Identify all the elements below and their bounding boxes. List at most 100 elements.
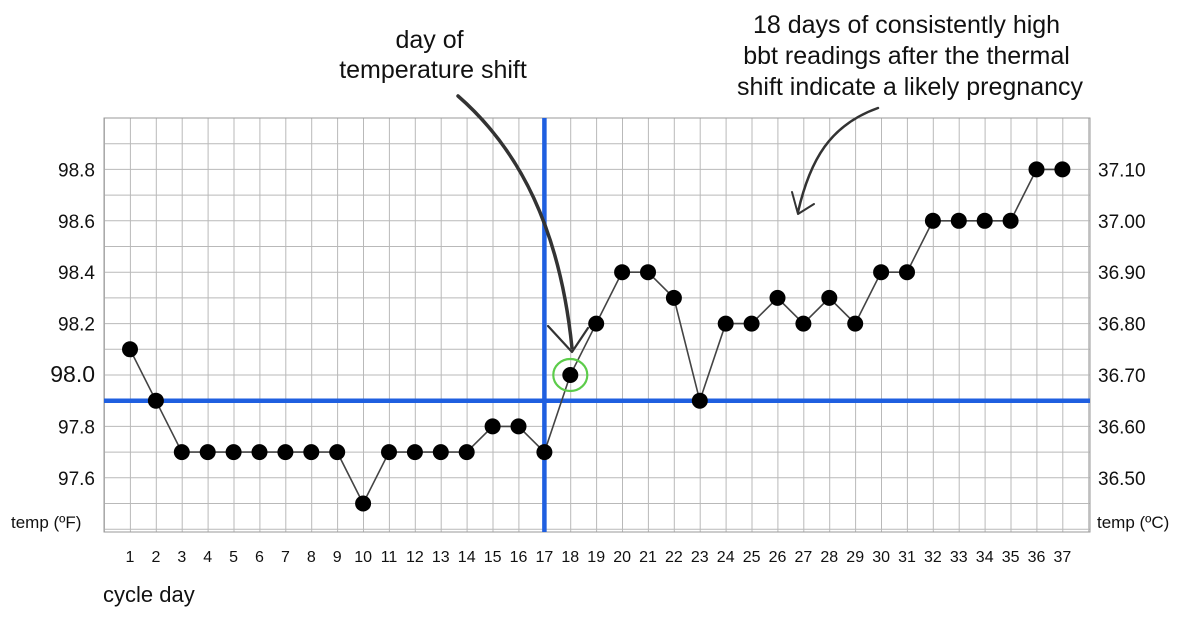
x-tick-label: 36: [1028, 549, 1046, 566]
x-tick-label: 17: [536, 549, 554, 566]
y-tick-label-left: 98.4: [58, 263, 95, 284]
data-point: [795, 315, 812, 332]
data-point: [562, 367, 579, 383]
x-tick-label: 25: [743, 549, 761, 566]
highlight-circle: [552, 357, 589, 393]
x-tick-label: 12: [406, 549, 424, 566]
data-point: [329, 444, 346, 461]
x-tick-label: 11: [381, 549, 398, 566]
data-point: [924, 212, 941, 229]
x-tick-label: 5: [229, 549, 238, 566]
data-point: [536, 444, 553, 461]
x-tick-label: 35: [1002, 549, 1020, 566]
data-point: [614, 264, 631, 281]
y-axis-label-left: temp (ºF): [11, 513, 81, 532]
data-point: [199, 444, 216, 461]
annotation-shift: day of temperature shift: [339, 26, 527, 84]
data-point: [769, 289, 786, 306]
x-tick-label: 30: [872, 549, 890, 566]
axis-labels: 1 2 3 4 5 6 7 8 9 10 11 12 13 14 15 16 17 18 19 20 21 22 23 24 2…: [50, 160, 1145, 566]
x-tick-label: 3: [177, 549, 186, 566]
annotation-arrows: [456, 94, 880, 354]
data-point: [147, 392, 164, 409]
data-point: [432, 444, 449, 461]
y-tick-label-left: 98.6: [58, 212, 95, 233]
x-tick-label: 14: [458, 549, 476, 566]
reference-lines: [104, 118, 1090, 532]
x-tick-label: 15: [484, 549, 502, 566]
x-tick-label: 19: [587, 549, 605, 566]
y-tick-label-right: 36.60: [1098, 417, 1146, 438]
data-point: [1028, 161, 1045, 178]
y-tick-label-right: 36.70: [1098, 366, 1146, 387]
x-tick-label: 7: [281, 549, 290, 566]
data-point: [847, 315, 864, 332]
data-point: [406, 444, 423, 461]
y-tick-label-right: 37.10: [1098, 160, 1146, 181]
data-point: [976, 212, 993, 229]
data-point: [743, 315, 760, 332]
data-point: [122, 341, 138, 358]
data-point: [251, 444, 268, 461]
x-tick-label: 32: [924, 549, 942, 566]
x-tick-label: 9: [333, 549, 342, 566]
x-tick-label: 26: [769, 549, 787, 566]
y-tick-label-right: 36.80: [1098, 315, 1146, 336]
arrow-pregnancy-head: [791, 191, 815, 215]
x-tick-label: 20: [613, 549, 631, 566]
data-point: [950, 212, 967, 229]
y-axis-label-right: temp (ºC): [1097, 513, 1169, 532]
data-point: [821, 289, 838, 306]
x-tick-label: 22: [665, 549, 683, 566]
y-tick-label-left: 98.0: [50, 361, 95, 387]
data-point: [225, 444, 242, 461]
x-axis-label: cycle day: [103, 582, 195, 607]
x-tick-label: 13: [432, 549, 450, 566]
data-point: [717, 315, 734, 332]
y-tick-label-right: 36.90: [1098, 263, 1146, 284]
y-tick-label-left: 97.8: [58, 417, 95, 438]
data-point: [665, 289, 682, 306]
annotation-pregnancy: 18 days of consistently high bbt reading…: [737, 11, 1084, 101]
x-tick-label: 31: [898, 549, 916, 566]
x-tick-label: 28: [820, 549, 838, 566]
x-tick-label: 21: [639, 549, 657, 566]
data-point: [458, 444, 475, 461]
x-tick-label: 24: [717, 549, 735, 566]
x-tick-label: 27: [795, 549, 813, 566]
x-tick-label: 16: [510, 549, 528, 566]
data-point: [873, 264, 890, 281]
y-tick-label-left: 98.2: [58, 315, 95, 336]
x-tick-label: 29: [846, 549, 864, 566]
data-point: [484, 418, 501, 435]
x-tick-label: 1: [126, 549, 135, 566]
data-point: [510, 418, 527, 435]
x-tick-label: 10: [354, 549, 372, 566]
data-point: [1054, 161, 1071, 178]
data-point: [381, 444, 397, 461]
data-point: [355, 495, 372, 512]
arrow-shift-head: [546, 324, 590, 354]
x-tick-label: 37: [1054, 549, 1072, 566]
x-tick-label: 34: [976, 549, 994, 566]
data-point: [1002, 212, 1019, 229]
arrow-pregnancy: [796, 106, 880, 214]
x-tick-label: 23: [691, 549, 709, 566]
temperature-series: [122, 161, 1071, 512]
y-tick-label-right: 37.00: [1098, 212, 1146, 233]
x-tick-label: 33: [950, 549, 968, 566]
x-tick-label: 8: [307, 549, 316, 566]
x-tick-label: 6: [255, 549, 264, 566]
data-point: [173, 444, 190, 461]
annotation-pregnancy-line-2: bbt readings after the thermal: [743, 42, 1070, 70]
y-tick-label-right: 36.50: [1098, 469, 1146, 490]
x-tick-label: 18: [561, 549, 579, 566]
plot-border: [103, 117, 1091, 533]
data-point: [277, 444, 294, 461]
annotation-shift-line-1: day of: [395, 26, 463, 54]
arrow-shift: [456, 94, 574, 350]
data-point: [640, 264, 656, 281]
y-tick-label-left: 98.8: [58, 160, 95, 181]
y-tick-label-left: 97.6: [58, 469, 95, 490]
